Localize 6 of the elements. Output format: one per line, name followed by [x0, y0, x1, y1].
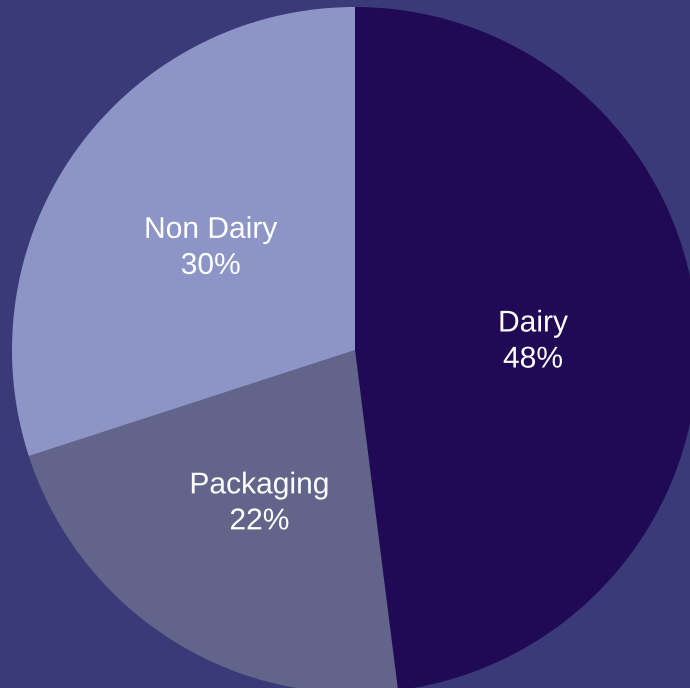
data-label: 22% [230, 508, 288, 530]
data-label: 30% [182, 252, 240, 274]
slice-label: Non Dairy [146, 216, 278, 244]
slice-label: Packaging [192, 472, 328, 500]
slice-label: Dairy [500, 310, 568, 338]
data-label: 48% [504, 346, 562, 368]
